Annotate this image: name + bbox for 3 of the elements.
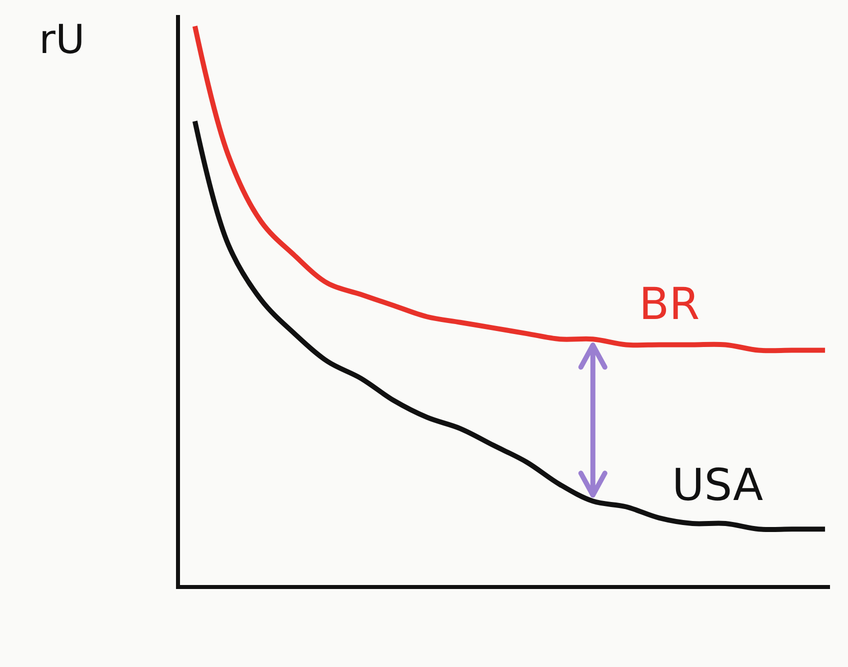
series-label: USA — [672, 460, 764, 511]
y-axis-title: rU — [39, 17, 85, 63]
series-label: BR — [639, 279, 700, 330]
